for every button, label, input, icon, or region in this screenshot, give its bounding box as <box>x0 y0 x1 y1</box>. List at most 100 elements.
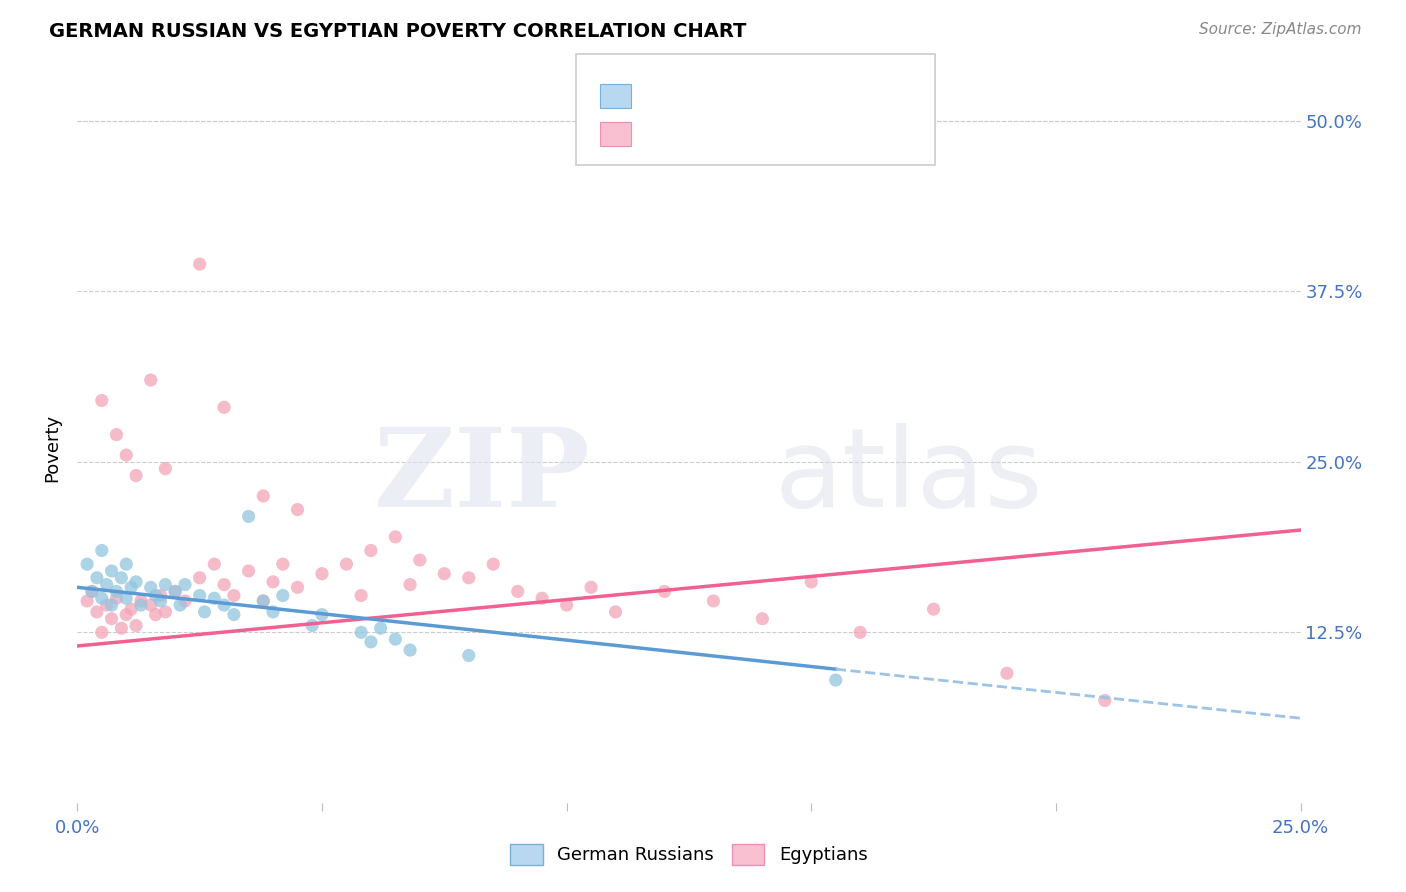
Point <box>105 427 128 442</box>
Point <box>100 564 122 578</box>
Point <box>139 373 162 387</box>
Point <box>212 598 235 612</box>
Point <box>105 584 128 599</box>
Point <box>252 594 274 608</box>
Point <box>350 589 373 603</box>
Point <box>238 509 260 524</box>
Point <box>174 577 197 591</box>
Point <box>399 643 422 657</box>
Point <box>155 605 177 619</box>
Point <box>110 621 132 635</box>
Point <box>605 605 627 619</box>
Point <box>169 598 191 612</box>
Point <box>457 648 479 663</box>
Point <box>86 605 108 619</box>
Point <box>384 632 406 647</box>
Point <box>90 393 112 408</box>
Point <box>555 598 578 612</box>
Point <box>287 502 309 516</box>
Point <box>252 594 274 608</box>
Point <box>110 571 132 585</box>
Point <box>849 625 872 640</box>
Text: -0.195: -0.195 <box>685 87 749 105</box>
Point <box>145 607 167 622</box>
Text: Source: ZipAtlas.com: Source: ZipAtlas.com <box>1198 22 1361 37</box>
Point <box>86 571 108 585</box>
Point <box>271 589 294 603</box>
Text: N =: N = <box>778 125 817 143</box>
Text: atlas: atlas <box>775 423 1043 530</box>
Point <box>145 589 167 603</box>
Point <box>222 607 245 622</box>
Point <box>1094 693 1116 707</box>
Point <box>360 543 382 558</box>
Point <box>262 574 284 589</box>
Point <box>155 577 177 591</box>
Point <box>482 557 505 571</box>
Point <box>149 594 172 608</box>
Point <box>165 584 187 599</box>
Point <box>188 589 211 603</box>
Point <box>824 673 846 687</box>
Point <box>96 598 118 612</box>
Point <box>238 564 260 578</box>
Point <box>399 577 422 591</box>
Point <box>115 607 138 622</box>
Point <box>76 557 98 571</box>
Point <box>90 625 112 640</box>
Point <box>188 257 211 271</box>
Point <box>139 598 162 612</box>
Point <box>311 566 333 581</box>
Text: GERMAN RUSSIAN VS EGYPTIAN POVERTY CORRELATION CHART: GERMAN RUSSIAN VS EGYPTIAN POVERTY CORRE… <box>49 22 747 41</box>
Point <box>350 625 373 640</box>
Point <box>287 580 309 594</box>
Point <box>252 489 274 503</box>
Text: 60: 60 <box>820 125 845 143</box>
Point <box>100 612 122 626</box>
Point <box>457 571 479 585</box>
Point <box>139 580 162 594</box>
Point <box>370 621 392 635</box>
Point <box>155 461 177 475</box>
Point <box>120 580 142 594</box>
Point <box>360 635 382 649</box>
Point <box>531 591 554 606</box>
Point <box>202 591 225 606</box>
Point <box>579 580 602 594</box>
Point <box>115 591 138 606</box>
Text: ZIP: ZIP <box>374 423 591 530</box>
Text: 0.235: 0.235 <box>685 125 741 143</box>
Point <box>115 448 138 462</box>
Point <box>212 401 235 415</box>
Point <box>193 605 215 619</box>
Point <box>120 602 142 616</box>
Point <box>654 584 676 599</box>
Legend: German Russians, Egyptians: German Russians, Egyptians <box>503 837 875 871</box>
Point <box>80 584 103 599</box>
Text: R =: R = <box>640 125 685 143</box>
Y-axis label: Poverty: Poverty <box>44 414 62 483</box>
Point <box>271 557 294 571</box>
Point <box>702 594 724 608</box>
Point <box>105 591 128 606</box>
Text: N =: N = <box>778 87 817 105</box>
Point <box>384 530 406 544</box>
Point <box>90 543 112 558</box>
Point <box>433 566 456 581</box>
Point <box>301 618 323 632</box>
Point <box>90 591 112 606</box>
Point <box>125 468 148 483</box>
Point <box>751 612 773 626</box>
Point <box>129 598 152 612</box>
Point <box>125 574 148 589</box>
Point <box>76 594 98 608</box>
Point <box>174 594 197 608</box>
Text: R =: R = <box>640 87 679 105</box>
Point <box>129 594 152 608</box>
Text: 40: 40 <box>820 87 845 105</box>
Point <box>202 557 225 571</box>
Point <box>922 602 945 616</box>
Point <box>995 666 1018 681</box>
Point <box>800 574 823 589</box>
Point <box>100 598 122 612</box>
